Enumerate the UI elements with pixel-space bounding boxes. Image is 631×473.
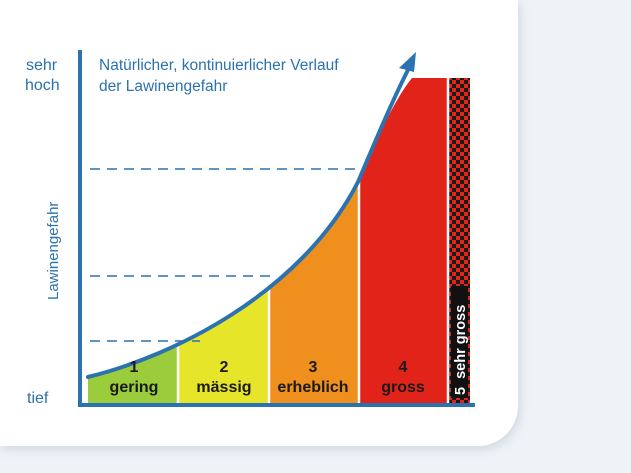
danger-curve: [86, 64, 412, 379]
level-number: 1: [130, 359, 139, 376]
band-level-3: [269, 78, 359, 403]
level-label-3: 3 erheblich: [277, 359, 348, 396]
level-label-4: 4 gross: [381, 359, 425, 396]
y-axis-title: Lawinengefahr: [45, 202, 62, 300]
level-name: sehr gross: [453, 305, 469, 379]
level-name: mässig: [196, 379, 251, 396]
level-number: 2: [220, 359, 229, 376]
level-5-label: 5 sehr gross: [453, 305, 469, 395]
level-label-5: 5 sehr gross: [451, 286, 469, 398]
level-number: 3: [309, 359, 318, 376]
level-name: gering: [110, 379, 159, 396]
band-level-4: [359, 78, 447, 403]
curve-arrowhead: [399, 52, 416, 72]
level-label-2: 2 mässig: [196, 359, 251, 396]
y-axis-top-label-line1: sehr: [26, 57, 58, 74]
curve-caption-line2: der Lawinengefahr: [99, 78, 227, 95]
y-axis-top-label-line2: hoch: [25, 77, 60, 94]
level-label-1: 1 gering: [110, 359, 159, 396]
level-name: erheblich: [277, 379, 348, 396]
level-5-label-backing: [451, 286, 468, 398]
level-number: 4: [399, 359, 408, 376]
level-number: 5: [453, 387, 469, 395]
curve-caption-line1: Natürlicher, kontinuierlicher Verlauf: [99, 57, 339, 74]
band-separators: [176, 78, 450, 403]
band-level-2: [178, 78, 269, 403]
y-axis-bottom-label: tief: [27, 390, 49, 407]
band-level-1: [88, 78, 178, 403]
level-name: gross: [381, 379, 425, 396]
